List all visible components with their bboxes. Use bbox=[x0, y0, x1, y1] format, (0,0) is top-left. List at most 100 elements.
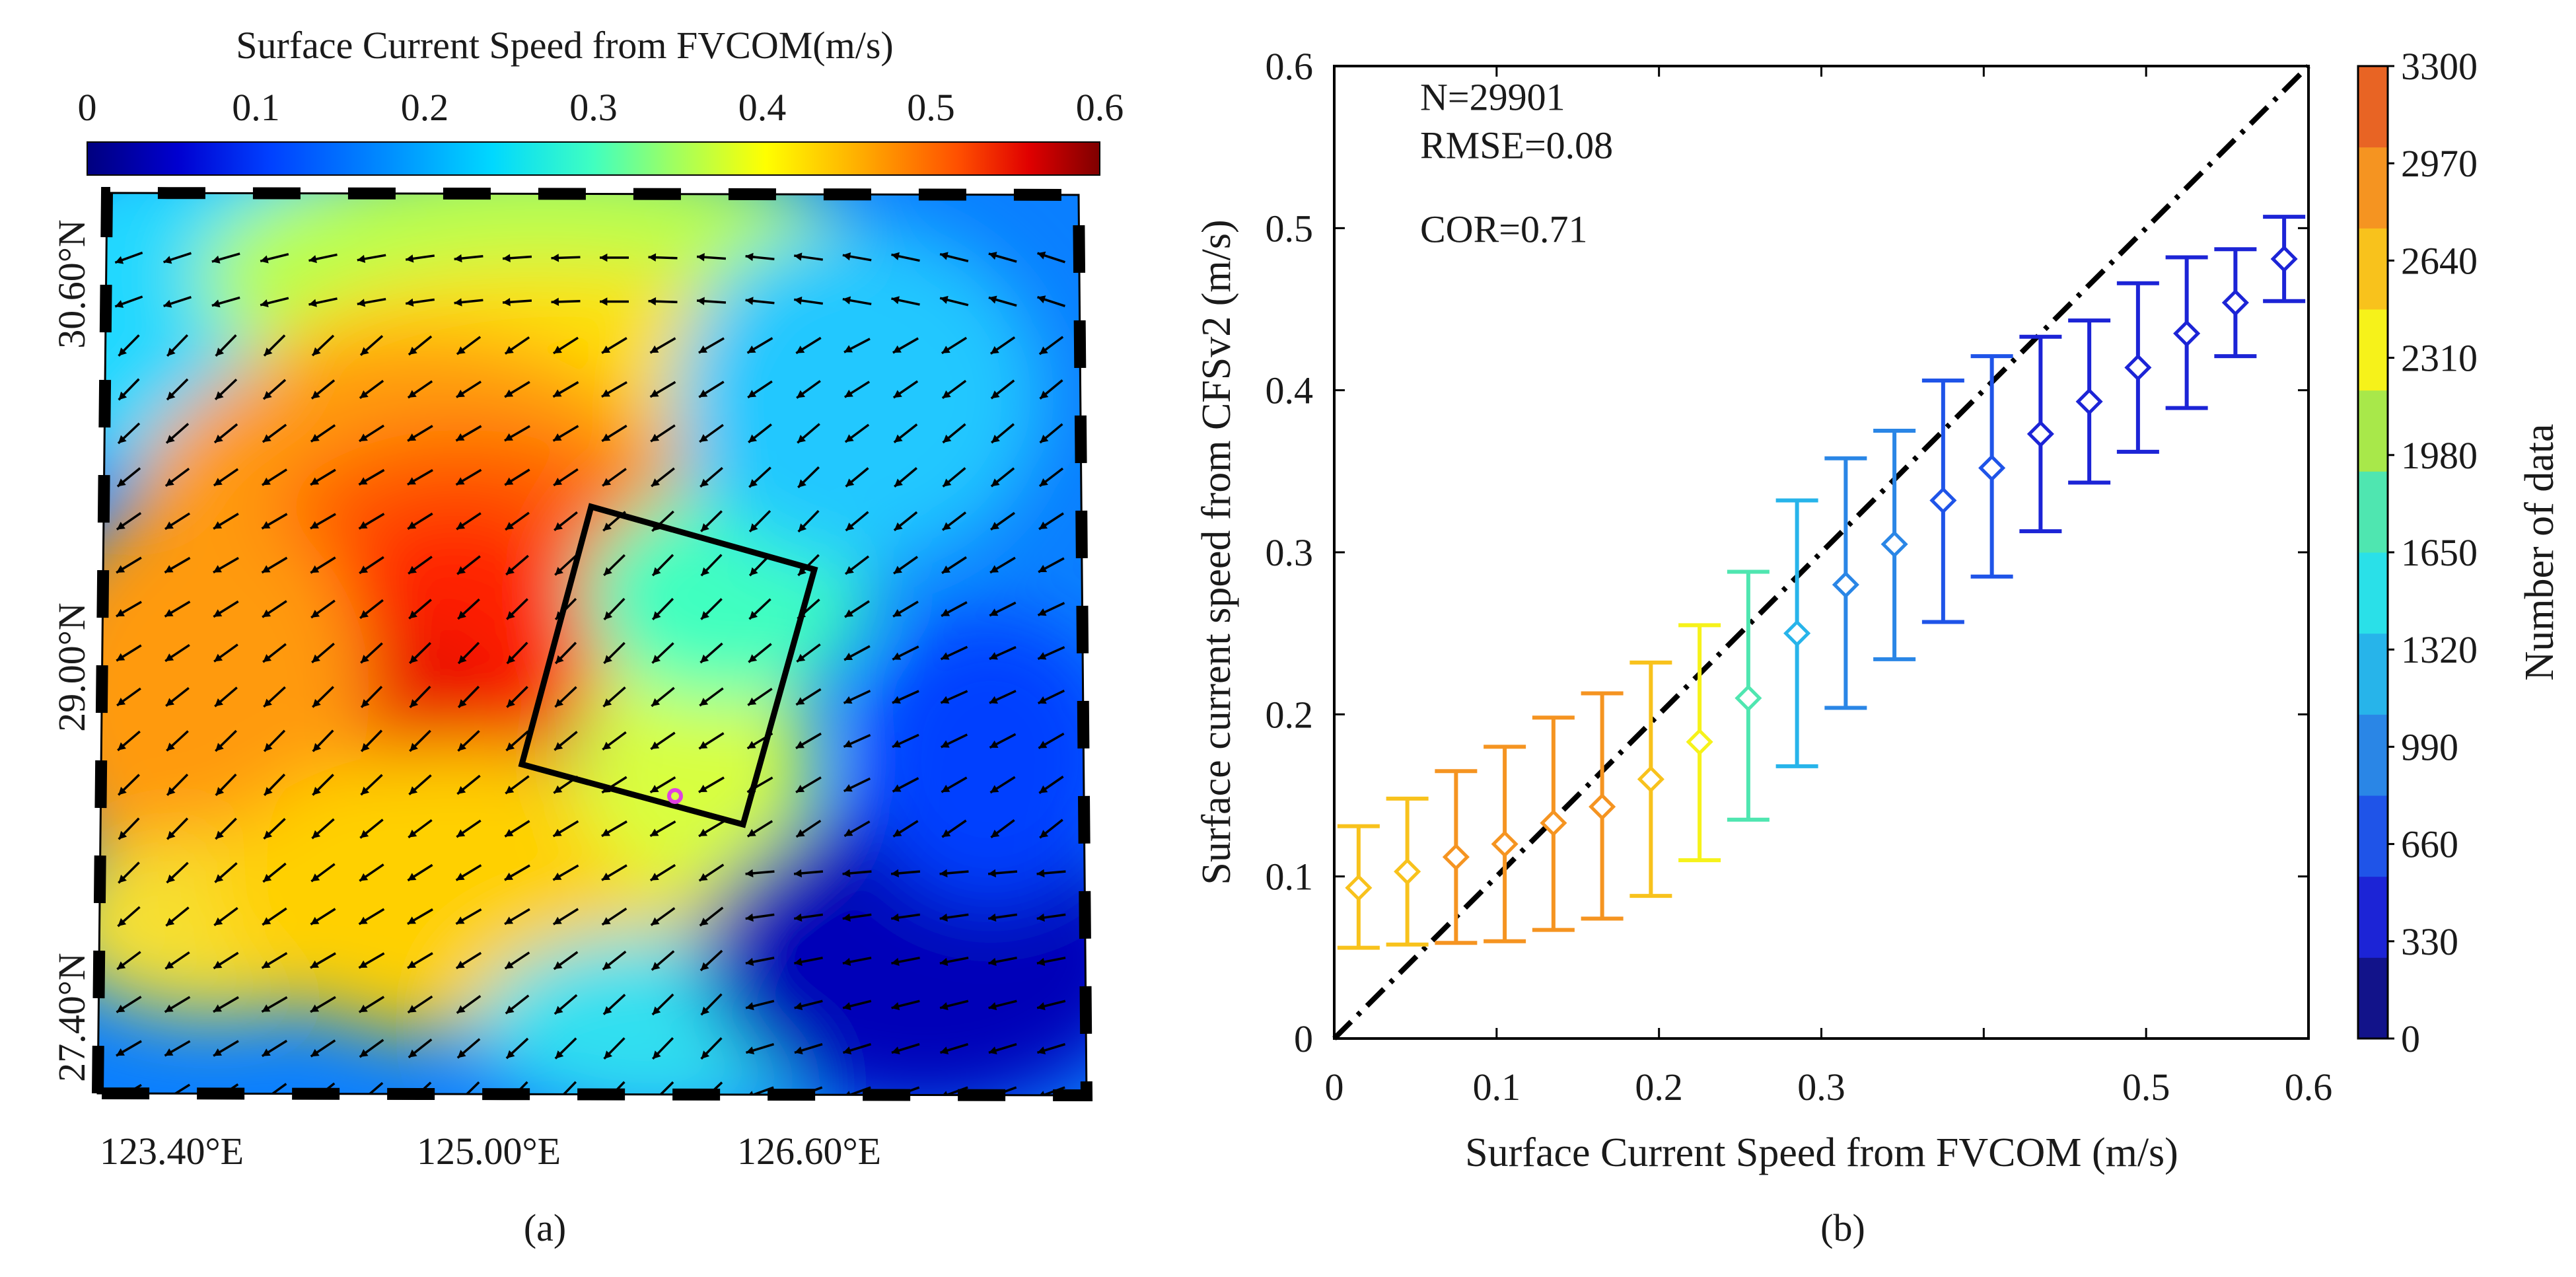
annotation-n: N=29901 bbox=[1420, 76, 1565, 119]
vector-arrow bbox=[989, 776, 1016, 794]
vector-arrow bbox=[554, 641, 577, 665]
vector-arrow bbox=[457, 598, 480, 620]
vector-arrow bbox=[457, 730, 480, 752]
vector-arrow bbox=[455, 864, 482, 881]
vector-arrow bbox=[603, 597, 626, 621]
mean-marker bbox=[1491, 830, 1519, 858]
error-bar-point bbox=[2214, 247, 2257, 359]
vector-arrow bbox=[700, 510, 723, 532]
vector-arrow bbox=[553, 468, 579, 487]
vector-arrow bbox=[457, 1081, 480, 1095]
vector-arrow bbox=[358, 908, 385, 926]
vector-arrow bbox=[312, 729, 334, 752]
vector-arrow bbox=[940, 690, 968, 704]
colorbar-a-tick-label: 0.4 bbox=[738, 86, 787, 129]
vector-arrow bbox=[603, 641, 626, 665]
vector-arrow bbox=[408, 774, 432, 795]
colorbar-count-segment bbox=[2358, 390, 2388, 472]
vector-arrow bbox=[989, 336, 1016, 355]
study-box bbox=[518, 503, 818, 828]
vector-arrow bbox=[700, 993, 723, 1016]
vector-arrow bbox=[842, 252, 872, 262]
error-bar-point bbox=[1921, 378, 1964, 624]
y-axis-label: Surface current speed from CFSv2 (m/s) bbox=[1194, 219, 1239, 885]
vector-arrow bbox=[1038, 733, 1065, 749]
vector-arrow bbox=[794, 1000, 823, 1011]
error-bar-point bbox=[1337, 824, 1380, 950]
vector-arrow bbox=[698, 820, 725, 838]
vector-arrow bbox=[1037, 689, 1065, 705]
vector-arrow bbox=[360, 774, 383, 796]
vector-arrow bbox=[211, 296, 240, 308]
vector-arrow bbox=[358, 468, 385, 486]
colorbar-a-tick-label: 0.5 bbox=[907, 86, 955, 129]
colorbar-count-tick-label: 2970 bbox=[2401, 142, 2478, 185]
mean-marker bbox=[1540, 809, 1567, 837]
vector-arrow bbox=[748, 598, 771, 620]
colorbar-count-segment bbox=[2358, 552, 2388, 634]
vector-arrow bbox=[360, 642, 383, 664]
vector-arrow bbox=[941, 601, 968, 617]
vector-arrow bbox=[892, 380, 919, 399]
mean-marker bbox=[2221, 289, 2249, 316]
y-tick-label: 0.4 bbox=[1266, 369, 1314, 412]
colorbar-count-segment bbox=[2358, 957, 2388, 1039]
vector-arrow bbox=[117, 422, 141, 445]
vector-arrow bbox=[700, 554, 723, 577]
vector-arrow bbox=[116, 1040, 142, 1057]
vector-arrow bbox=[116, 601, 142, 618]
vector-arrow bbox=[894, 467, 917, 488]
vector-arrow bbox=[261, 996, 288, 1013]
vector-arrow bbox=[939, 1000, 969, 1011]
vector-arrow bbox=[359, 335, 384, 356]
vector-arrow bbox=[601, 820, 627, 838]
vector-arrow bbox=[409, 729, 431, 752]
y-tick-label: 0.2 bbox=[1266, 693, 1314, 736]
vector-arrow bbox=[215, 334, 237, 357]
vector-arrow bbox=[890, 913, 921, 922]
vector-arrow bbox=[163, 296, 192, 308]
vector-arrow bbox=[696, 253, 727, 262]
vector-arrow bbox=[407, 995, 433, 1014]
vector-arrow bbox=[601, 864, 627, 881]
mean-marker bbox=[2173, 320, 2201, 347]
vector-arrow bbox=[505, 1037, 529, 1060]
colorbar-count-tick-label: 1650 bbox=[2401, 531, 2478, 574]
vector-arrow bbox=[554, 686, 577, 708]
mean-marker bbox=[1442, 843, 1470, 871]
error-bar-point bbox=[1727, 569, 1770, 822]
vector-arrow bbox=[502, 298, 532, 307]
vector-arrow bbox=[939, 913, 969, 922]
vector-arrow bbox=[989, 733, 1017, 749]
vector-arrow bbox=[211, 252, 240, 264]
vector-arrow bbox=[215, 773, 237, 797]
vector-arrow bbox=[1036, 1000, 1066, 1011]
vector-arrow bbox=[1037, 602, 1065, 616]
vector-arrow bbox=[505, 994, 530, 1015]
vector-arrow bbox=[696, 297, 727, 305]
vector-arrow bbox=[651, 598, 674, 620]
vector-arrow bbox=[164, 643, 190, 663]
vector-arrow bbox=[215, 817, 237, 840]
vector-arrow bbox=[651, 642, 674, 664]
vector-arrow bbox=[214, 379, 238, 400]
vector-arrow bbox=[116, 556, 142, 574]
vector-arrow bbox=[844, 555, 870, 575]
vector-arrow bbox=[358, 513, 385, 530]
vector-arrow bbox=[1037, 645, 1065, 661]
vector-arrow bbox=[649, 820, 676, 838]
x-tick-label: 0.6 bbox=[2285, 1066, 2333, 1109]
vector-arrow bbox=[118, 861, 140, 884]
vector-arrow bbox=[456, 555, 481, 575]
vector-arrow bbox=[1038, 512, 1064, 530]
vector-arrow bbox=[793, 869, 824, 878]
vector-arrow bbox=[263, 334, 286, 357]
vector-arrow bbox=[600, 253, 629, 262]
vector-arrow bbox=[454, 254, 483, 263]
vector-arrow bbox=[700, 598, 723, 620]
vector-arrow bbox=[602, 951, 627, 970]
vector-arrow bbox=[795, 688, 822, 706]
vector-arrow bbox=[310, 599, 336, 619]
vector-arrow bbox=[311, 818, 335, 840]
vector-arrow bbox=[506, 686, 528, 708]
